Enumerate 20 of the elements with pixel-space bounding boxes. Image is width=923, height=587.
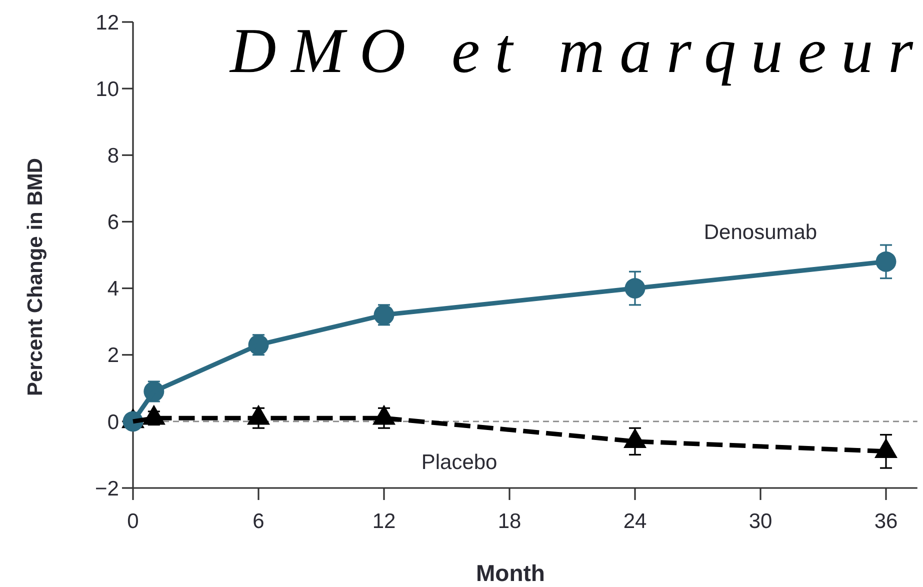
y-tick-label: 4 (107, 278, 120, 301)
x-axis-title: Month (476, 560, 545, 586)
x-tick-label: 24 (623, 510, 647, 533)
y-tick-label: −2 (95, 477, 119, 500)
x-tick-label: 0 (127, 510, 139, 533)
x-tick-label: 18 (498, 510, 522, 533)
x-tick-label: 36 (874, 510, 898, 533)
x-tick-label: 30 (748, 510, 772, 533)
y-tick-label: 10 (96, 78, 119, 101)
y-tick-label: 6 (107, 211, 119, 234)
y-axis-title: Percent Change in BMD (24, 158, 47, 396)
y-tick-label: 0 (107, 410, 119, 434)
y-tick-label: 2 (107, 344, 119, 368)
series-label: Placebo (421, 451, 498, 474)
chart-title: DMO et marqueur (229, 15, 914, 86)
y-tick-label: 12 (96, 11, 119, 34)
x-tick-label: 12 (372, 510, 396, 533)
y-tick-label: 8 (107, 144, 119, 168)
series-label: Denosumab (704, 220, 818, 244)
x-tick-label: 6 (252, 510, 264, 533)
